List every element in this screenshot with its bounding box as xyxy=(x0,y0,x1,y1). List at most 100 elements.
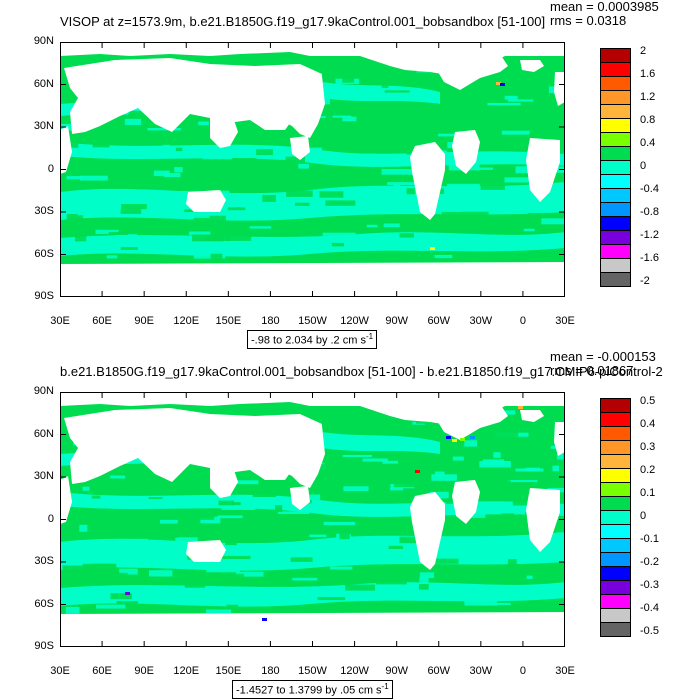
field-patch xyxy=(235,571,264,577)
range-label: -1.4527 to 1.3799 by .05 cm s-1 xyxy=(232,680,393,699)
field-patch xyxy=(541,95,565,99)
field-patch xyxy=(226,604,239,607)
land-mask xyxy=(452,130,480,174)
field-patch xyxy=(253,184,285,191)
x-tick-label: 30E xyxy=(50,315,70,327)
field-patch xyxy=(65,606,80,614)
field-patch xyxy=(551,552,565,559)
field-patch xyxy=(75,235,87,242)
land-mask xyxy=(210,110,238,148)
colorbar-swatch xyxy=(600,230,631,245)
land-mask xyxy=(210,460,238,498)
field-patch xyxy=(76,215,84,219)
y-tick-label: 30N xyxy=(33,120,54,132)
field-patch xyxy=(230,480,259,485)
x-tick-label: 30E xyxy=(555,665,575,677)
field-patch xyxy=(546,199,565,205)
field-patch xyxy=(399,233,414,238)
field-patch xyxy=(153,170,170,177)
field-patch xyxy=(341,471,359,478)
field-patch xyxy=(343,486,369,492)
field-patch xyxy=(262,195,276,202)
range-label: -.98 to 2.034 by .2 cm s-1 xyxy=(247,330,378,349)
field-patch xyxy=(108,232,129,235)
field-patch xyxy=(455,244,465,248)
stats-box: mean = -0.000153 rms = 0.01867 xyxy=(550,350,656,378)
field-patch xyxy=(362,458,388,462)
colorbar-label: -2 xyxy=(640,275,650,287)
field-patch xyxy=(193,254,226,259)
field-patch xyxy=(79,524,88,532)
map-svg xyxy=(60,392,565,647)
x-tick-label: 30W xyxy=(469,315,493,327)
field-patch xyxy=(507,568,531,574)
colorbar-swatch xyxy=(600,216,631,231)
field-patch xyxy=(116,601,139,605)
colorbar-swatch xyxy=(600,104,631,119)
land-mask xyxy=(64,408,322,484)
x-tick-label: 30W xyxy=(469,665,493,677)
field-patch xyxy=(122,483,132,491)
panel-title: b.e21.B1850G.f19_g17.9kaControl.001_bobs… xyxy=(60,364,663,379)
x-tick-label: 60W xyxy=(427,315,451,327)
field-patch xyxy=(106,255,118,259)
field-patch xyxy=(431,474,457,481)
colorbar-swatch xyxy=(600,146,631,161)
colorbar-swatch xyxy=(600,454,631,469)
field-patch xyxy=(153,523,167,530)
colorbar-label: 0 xyxy=(640,160,647,172)
colorbar-label: -0.8 xyxy=(640,206,659,218)
field-patch xyxy=(274,551,288,554)
range-unit-sup: -1 xyxy=(381,682,389,691)
field-patch xyxy=(322,232,356,236)
field-patch xyxy=(384,90,410,93)
field-patch xyxy=(480,183,505,190)
field-patch xyxy=(301,172,317,175)
field-patch xyxy=(461,211,489,216)
y-tick-label: 0 xyxy=(47,512,54,525)
field-patch xyxy=(210,253,223,260)
land-mask xyxy=(290,136,310,160)
field-patch xyxy=(221,505,256,510)
field-patch xyxy=(487,102,521,106)
y-tick-label: 90S xyxy=(34,290,54,302)
y-tick-label: 30S xyxy=(34,555,54,567)
field-patch xyxy=(79,175,108,181)
colorbar-label: -0.3 xyxy=(640,579,659,591)
field-patch xyxy=(552,465,559,472)
land-mask xyxy=(438,54,508,90)
field-patch xyxy=(309,147,323,155)
colorbar-swatch xyxy=(600,398,631,413)
field-patch xyxy=(529,123,554,130)
field-patch xyxy=(162,144,170,149)
field-patch xyxy=(160,519,178,524)
colorbar-swatch xyxy=(600,160,631,175)
field-patch xyxy=(490,602,511,605)
field-patch xyxy=(290,557,313,562)
field-patch xyxy=(459,240,475,246)
y-tick-label: 30S xyxy=(34,205,54,217)
map-plot xyxy=(60,392,565,647)
colorbar-label: 1.2 xyxy=(640,91,656,103)
field-band xyxy=(60,582,565,607)
field-patch xyxy=(464,599,498,606)
field-patch xyxy=(392,454,426,458)
y-tick-label: 60S xyxy=(34,597,54,610)
field-patch xyxy=(454,218,463,223)
field-patch xyxy=(368,511,394,517)
field-patch xyxy=(436,188,444,194)
field-patch xyxy=(272,238,298,245)
field-patch xyxy=(504,95,518,100)
y-tick-label: 90N xyxy=(33,35,54,47)
field-patch xyxy=(285,156,305,163)
field-patch xyxy=(475,167,493,170)
colorbar-swatch xyxy=(600,118,631,133)
field-patch xyxy=(501,513,514,519)
x-tick-label: 150E xyxy=(215,665,242,677)
anomaly-mark xyxy=(125,592,130,595)
field-patch xyxy=(461,513,486,518)
field-patch xyxy=(322,491,337,499)
field-patch xyxy=(292,577,318,581)
field-patch xyxy=(365,459,393,464)
field-patch xyxy=(258,159,292,166)
